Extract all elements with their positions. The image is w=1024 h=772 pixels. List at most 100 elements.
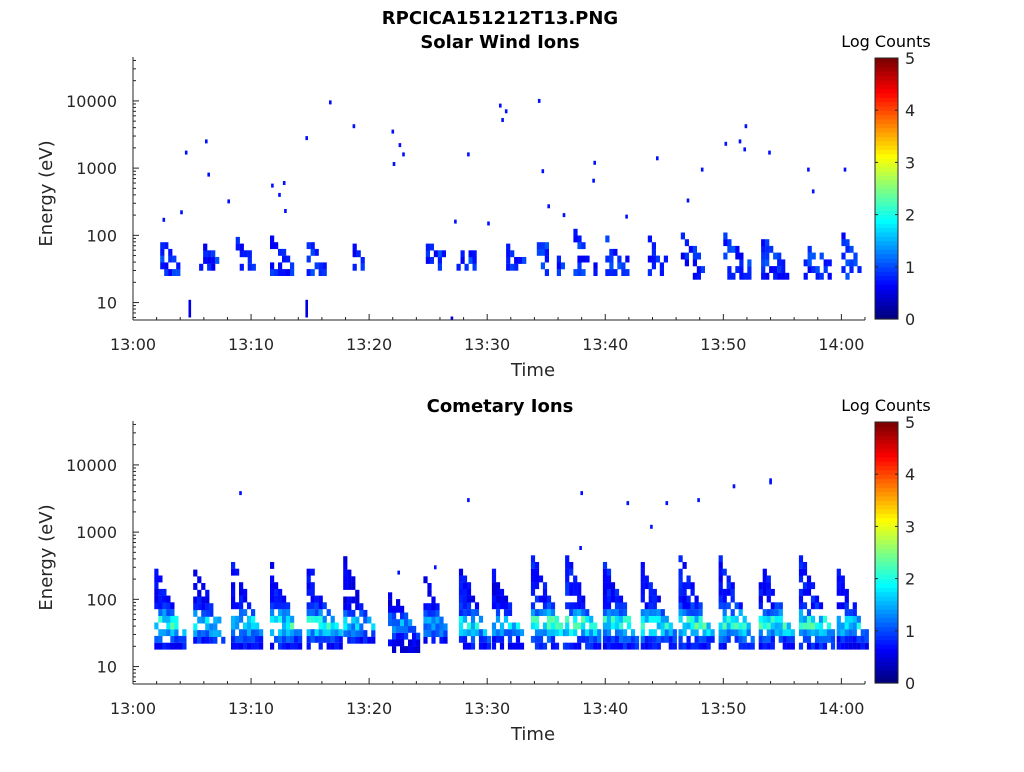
low-energy-mark	[188, 299, 192, 318]
heatmap-cell	[840, 582, 845, 590]
heatmap-cell	[726, 622, 731, 630]
heatmap-cell	[815, 272, 820, 280]
heatmap-cell	[651, 248, 656, 256]
heatmap-cell	[722, 595, 727, 603]
heatmap-cell	[652, 629, 657, 637]
heatmap-cell	[363, 609, 368, 617]
heatmap-cell	[762, 575, 767, 583]
heatmap-cell	[270, 602, 275, 610]
heatmap-cell	[727, 272, 732, 280]
heatmap-cell	[644, 575, 649, 583]
heatmap-cell	[573, 602, 578, 610]
heatmap-cell	[562, 629, 568, 637]
heatmap-cell	[158, 588, 163, 596]
heatmap-cell	[334, 622, 339, 630]
colorbar-segment	[875, 266, 898, 272]
heatmap-cell	[622, 609, 628, 616]
heatmap-cell	[343, 556, 348, 564]
heatmap-cell	[546, 615, 552, 623]
heatmap-cell	[810, 629, 816, 637]
heatmap-cell	[706, 642, 711, 650]
heatmap-cell	[423, 603, 428, 611]
heatmap-cell	[569, 588, 574, 596]
heatmap-cell	[778, 629, 783, 637]
heatmap-cell	[352, 250, 357, 258]
heatmap-cell	[519, 642, 525, 650]
heatmap-cell	[251, 609, 256, 616]
heatmap-cell	[400, 605, 405, 613]
heatmap-cell	[802, 635, 808, 643]
heatmap-cell	[774, 609, 779, 616]
heatmap-cell	[602, 635, 608, 643]
heatmap-cell	[718, 629, 723, 637]
heatmap-cell	[644, 635, 649, 643]
heatmap-cell	[318, 602, 323, 610]
colorbar-segment	[875, 79, 898, 85]
heatmap-cell	[351, 609, 356, 617]
heatmap-cell	[215, 257, 220, 264]
heatmap-cell	[207, 257, 212, 264]
heatmap-cell	[554, 629, 560, 637]
heatmap-cell	[416, 646, 421, 653]
heatmap-cell	[750, 642, 755, 650]
heatmap-cell	[209, 630, 214, 637]
heatmap-cell	[853, 252, 858, 260]
heatmap-cell	[306, 588, 311, 596]
heatmap-cell	[722, 602, 727, 610]
scatter-point	[547, 204, 550, 209]
heatmap-cell	[766, 615, 771, 623]
heatmap-cell	[437, 250, 442, 258]
heatmap-cell	[396, 625, 401, 633]
heatmap-cell	[606, 568, 612, 576]
scatter-point	[625, 214, 628, 219]
heatmap-cell	[170, 615, 175, 623]
colorbar-tick-label: 5	[905, 413, 915, 432]
heatmap-cell	[431, 630, 436, 637]
heatmap-cell	[318, 642, 323, 650]
heatmap-cell	[278, 615, 283, 623]
x-tick-label: 13:00	[110, 699, 156, 718]
heatmap-cell	[706, 629, 711, 637]
heatmap-cell	[690, 602, 695, 610]
heatmap-cell	[538, 609, 544, 616]
heatmap-cell	[569, 562, 574, 569]
colorbar-segment	[875, 426, 898, 432]
heatmap-cell	[581, 602, 586, 610]
colorbar-segment	[875, 210, 898, 216]
heatmap-cell	[678, 629, 683, 637]
heatmap-cell	[806, 582, 812, 590]
heatmap-cell	[648, 635, 653, 643]
colorbar-segment	[875, 236, 898, 242]
heatmap-cell	[270, 582, 275, 590]
heatmap-cell	[462, 615, 468, 623]
heatmap-cell	[503, 595, 509, 603]
heatmap-cell	[694, 615, 699, 623]
heatmap-cell	[270, 262, 275, 270]
colorbar-segment	[875, 118, 898, 124]
heatmap-cell	[818, 622, 824, 630]
heatmap-cell	[565, 568, 570, 576]
heatmap-cell	[826, 622, 832, 630]
heatmap-cell	[352, 243, 357, 251]
burst	[160, 242, 181, 276]
colorbar-segment	[875, 205, 898, 211]
panel-solar-wind: Solar Wind Ions 13:00 13:10 13:20 13:30 13:40…	[36, 32, 931, 381]
scatter-point	[504, 109, 508, 114]
heatmap-cell	[770, 609, 775, 616]
heatmap-cell	[306, 568, 311, 576]
heatmap-cell	[798, 629, 804, 637]
heatmap-cell	[585, 609, 590, 616]
heatmap-cell	[499, 635, 505, 643]
heatmap-cell	[282, 595, 287, 603]
heatmap-cell	[355, 616, 360, 624]
heatmap-cell	[193, 583, 198, 590]
heatmap-cell	[247, 250, 252, 258]
heatmap-cell	[664, 629, 669, 637]
heatmap-cell	[174, 615, 179, 623]
heatmap-cell	[818, 615, 824, 623]
heatmap-cell	[822, 642, 828, 650]
heatmap-cell	[688, 245, 693, 253]
heatmap-cell	[819, 252, 824, 260]
heatmap-cell	[614, 602, 620, 610]
heatmap-cell	[400, 639, 405, 647]
